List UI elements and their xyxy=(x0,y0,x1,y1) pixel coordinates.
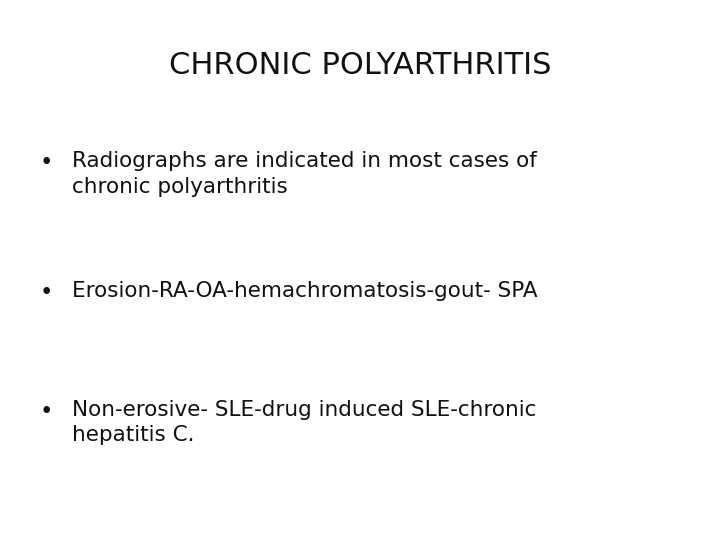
Text: •: • xyxy=(40,281,53,304)
Text: •: • xyxy=(40,400,53,423)
Text: Erosion-RA-OA-hemachromatosis-gout- SPA: Erosion-RA-OA-hemachromatosis-gout- SPA xyxy=(72,281,538,301)
Text: Radiographs are indicated in most cases of
chronic polyarthritis: Radiographs are indicated in most cases … xyxy=(72,151,537,197)
Text: Non-erosive- SLE-drug induced SLE-chronic
hepatitis C.: Non-erosive- SLE-drug induced SLE-chroni… xyxy=(72,400,536,445)
Text: CHRONIC POLYARTHRITIS: CHRONIC POLYARTHRITIS xyxy=(168,51,552,80)
Text: •: • xyxy=(40,151,53,174)
